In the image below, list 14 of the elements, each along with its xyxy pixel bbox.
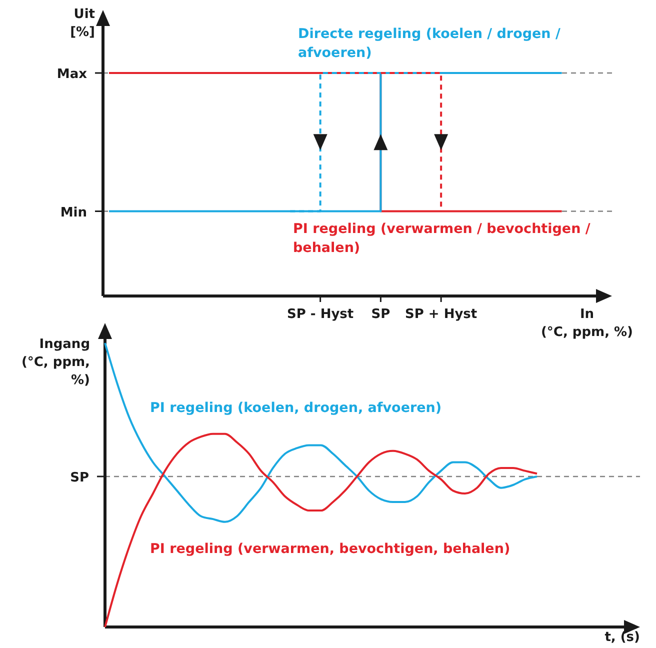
ref-line-label: SP bbox=[70, 470, 89, 486]
x-tick-label: SP - Hyst bbox=[286, 307, 354, 322]
x-axis-title: t, (s) bbox=[604, 630, 640, 645]
x-axis-title: In (°C, ppm, %) bbox=[540, 307, 634, 340]
ref-line-label: Max bbox=[56, 67, 88, 82]
y-axis-title: Uit [%] bbox=[70, 7, 95, 40]
x-tick-label: SP bbox=[371, 307, 390, 322]
y-axis-title: Ingang (°C, ppm, %) bbox=[21, 337, 90, 388]
series-label: Directe regeling (koelen / drogen / afvoeren) bbox=[298, 26, 560, 61]
text: PI regeling (verwarmen / bevochtigen / behalen) bbox=[293, 221, 590, 256]
series-label: PI regeling (verwarmen, bevochtigen, behalen) bbox=[150, 541, 510, 557]
series-label: PI regeling (koelen, drogen, afvoeren) bbox=[150, 400, 442, 416]
ref-line-label: Min bbox=[60, 205, 87, 220]
x-tick-label: SP + Hyst bbox=[404, 307, 478, 322]
